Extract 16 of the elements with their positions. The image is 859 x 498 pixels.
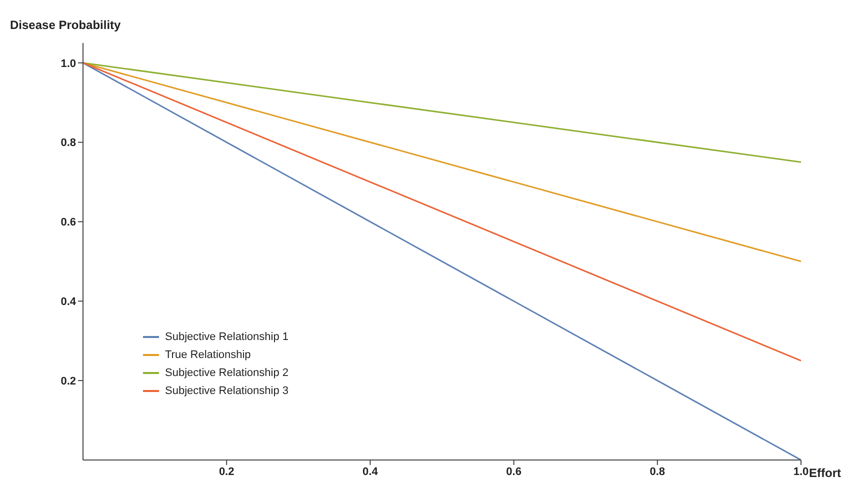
legend-label: Subjective Relationship 2 — [165, 366, 289, 381]
legend-label: Subjective Relationship 3 — [165, 384, 289, 399]
y-tick-label: 0.2 — [60, 375, 76, 388]
x-tick-label: 0.4 — [362, 466, 379, 478]
y-tick-label: 1.0 — [60, 58, 76, 70]
legend-label: True Relationship — [165, 348, 251, 363]
x-axis-title: Effort — [809, 466, 841, 480]
x-tick-label: 0.6 — [506, 466, 522, 478]
y-tick-label: 0.8 — [60, 137, 76, 150]
legend-label: Subjective Relationship 1 — [165, 330, 289, 345]
x-tick-label: 1.0 — [793, 466, 809, 478]
x-tick-label: 0.2 — [218, 466, 234, 478]
x-tick-label: 0.8 — [650, 466, 666, 478]
y-tick-label: 0.4 — [60, 296, 77, 308]
y-axis-title: Disease Probability — [10, 18, 121, 32]
y-tick-label: 0.6 — [60, 216, 76, 229]
